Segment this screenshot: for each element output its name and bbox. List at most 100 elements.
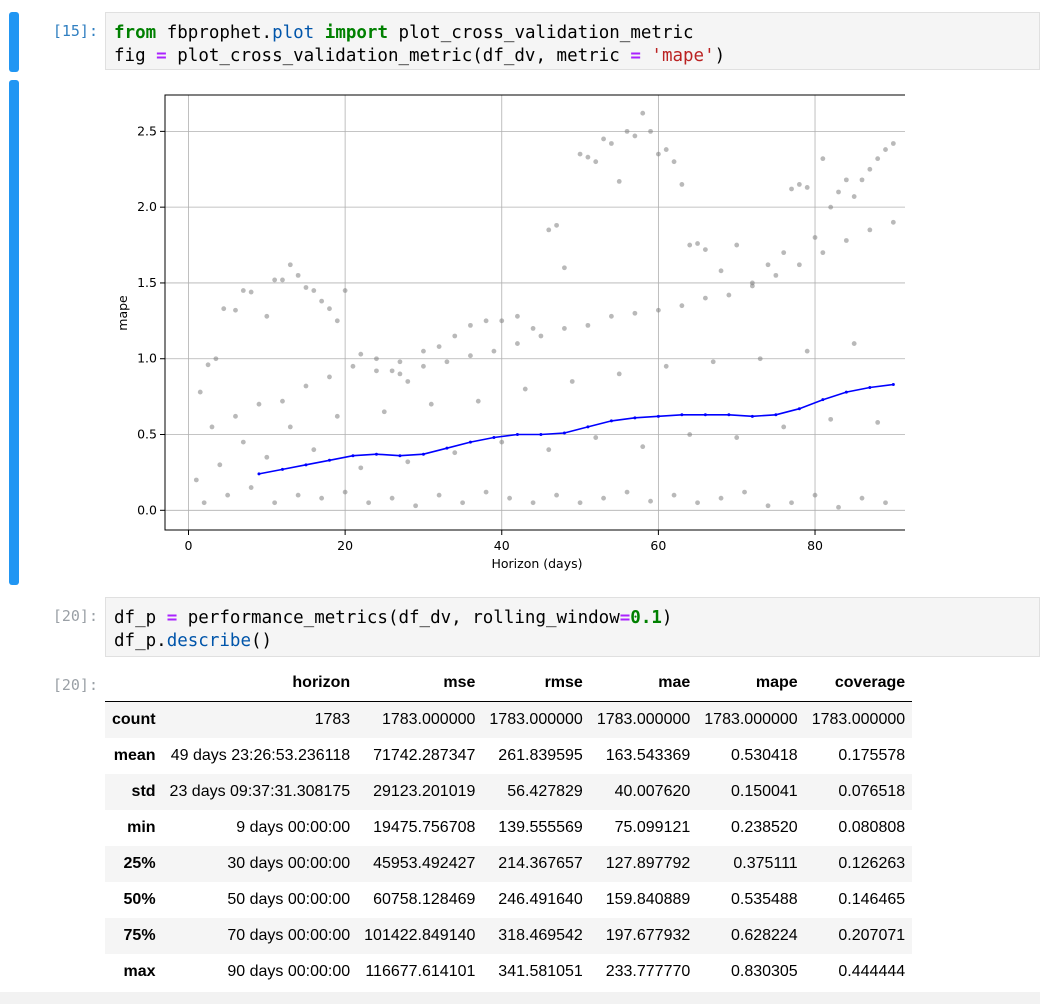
table-row: count 1783 1783.000000 1783.000000 1783.0000… <box>105 701 913 738</box>
scatter-point <box>734 435 740 440</box>
scatter-point <box>389 368 395 374</box>
y-tick-label: 1.5 <box>137 275 157 290</box>
scatter-point <box>256 401 262 407</box>
row-label: 25% <box>123 855 156 872</box>
table-cell: 1783.000000 <box>704 711 798 728</box>
x-tick-label: 0 <box>185 538 193 553</box>
scatter-point <box>272 500 278 506</box>
line-point <box>468 440 472 444</box>
code-editor[interactable]: from fbprophet.plot import plot_cross_va… <box>105 12 1040 70</box>
table-cell: 29123.201019 <box>373 783 476 800</box>
table-row: mean 49 days 23:26:53.236118 71742.287347 2… <box>105 738 912 774</box>
line-point <box>703 413 707 417</box>
row-label: 75% <box>123 927 156 944</box>
y-axis-label: mape <box>115 295 130 331</box>
scatter-point <box>765 503 771 509</box>
table-cell: 1783.000000 <box>489 711 583 728</box>
scatter-point <box>702 247 708 252</box>
scatter-point <box>358 465 364 471</box>
scatter-point <box>327 374 332 380</box>
line-point <box>586 425 590 429</box>
table-cell: 0.535488 <box>730 891 798 908</box>
table-cell: 71742.287347 <box>373 747 476 764</box>
line-point <box>868 386 872 390</box>
output-cell-15: 0 20 40 60 80 0.0 0.5 1.0 1.5 2.0 2.5 Horizon (da… <box>0 80 1040 590</box>
scatter-point <box>648 498 653 504</box>
scatter-point <box>562 326 567 331</box>
scatter-point <box>452 450 458 456</box>
y-ticks: 0.0 0.5 1.0 1.5 2.0 2.5 <box>137 123 165 517</box>
scatter-point <box>280 398 285 404</box>
code-cell-20[interactable]: [20]: df_p = performance_metrics(df_dv, … <box>0 590 1040 662</box>
rolling-line-path <box>258 383 894 475</box>
scatter-point <box>381 409 387 415</box>
scatter-point <box>828 416 834 422</box>
call-text: performance_metrics(df_dv, rolling_windo… <box>177 608 620 628</box>
scatter-point <box>197 389 203 395</box>
scatter-point <box>452 333 458 339</box>
scatter-point <box>585 154 591 160</box>
scatter-point <box>632 133 638 139</box>
table-cell: 0.830305 <box>730 963 798 980</box>
scatter-point <box>585 322 591 328</box>
number-literal: 0.1 <box>630 608 662 628</box>
var-df-p-dot: df_p. <box>114 631 167 651</box>
scatter-point <box>695 500 700 506</box>
line-point <box>844 390 848 394</box>
scatter-point <box>890 141 896 146</box>
table-cell: 214.367657 <box>498 855 583 872</box>
scatter-point <box>483 489 489 495</box>
scatter-point <box>781 424 787 430</box>
output-selection-bar[interactable] <box>9 80 19 585</box>
table-header-row: horizon mse rmse mae mape coverage <box>105 665 913 702</box>
scatter-point <box>812 235 818 240</box>
table-cell: 246.491640 <box>498 891 583 908</box>
scatter-point <box>765 262 771 268</box>
line-point <box>398 454 402 458</box>
table-cell: 0.080808 <box>838 819 906 836</box>
table-cell: 30 days 00:00:00 <box>227 855 351 872</box>
scatter-point <box>444 359 450 365</box>
assign-op: = <box>166 608 178 628</box>
scatter-point <box>515 341 520 346</box>
table-cell: 23 days 09:37:31.308175 <box>169 783 351 800</box>
scatter-point <box>436 492 442 498</box>
scatter-point <box>530 326 536 331</box>
table-cell: 0.238520 <box>730 819 798 836</box>
scatter-point <box>859 177 865 183</box>
scatter-point <box>820 250 826 256</box>
cell-selection-bar[interactable] <box>9 12 19 72</box>
scatter-point <box>624 128 630 134</box>
scatter-point <box>883 147 888 152</box>
code-cell-15[interactable]: [15]: from fbprophet.plot import plot_cr… <box>0 0 1040 80</box>
submodule-name: plot <box>272 23 315 43</box>
table-row: 25% 30 days 00:00:00 45953.492427 214.36765… <box>105 846 913 882</box>
table-cell: 45953.492427 <box>373 855 476 872</box>
table-cell: 163.543369 <box>605 747 691 764</box>
column-header: rmse <box>482 665 590 702</box>
scatter-point <box>671 159 677 165</box>
table-cell: 49 days 23:26:53.236118 <box>170 747 351 764</box>
table-cell: 197.677932 <box>605 927 691 944</box>
table-cell: 0.375111 <box>733 855 798 872</box>
code-editor[interactable]: df_p = performance_metrics(df_dv, rollin… <box>105 597 1040 657</box>
scatter-point <box>601 495 606 501</box>
table-cell: 1783.000000 <box>381 711 476 728</box>
scatter-point <box>632 310 638 316</box>
table-cell: 75.099121 <box>614 819 691 836</box>
scatter-point <box>875 156 881 162</box>
scatter-point <box>679 182 685 187</box>
scatter-point <box>569 379 575 384</box>
scatter-point <box>287 424 293 430</box>
scatter-point <box>695 241 700 246</box>
scatter-point <box>225 492 231 498</box>
line-point <box>445 446 449 450</box>
x-ticks: 0 20 40 60 80 <box>185 530 823 553</box>
scatter-point <box>468 322 473 328</box>
scatter-point <box>616 178 622 184</box>
scatter-point <box>319 495 325 501</box>
line-point <box>656 414 660 418</box>
table-row: std 23 days 09:37:31.308175 29123.201019 56… <box>105 774 913 810</box>
row-label: std <box>131 783 156 800</box>
close-paren: ) <box>661 608 673 628</box>
